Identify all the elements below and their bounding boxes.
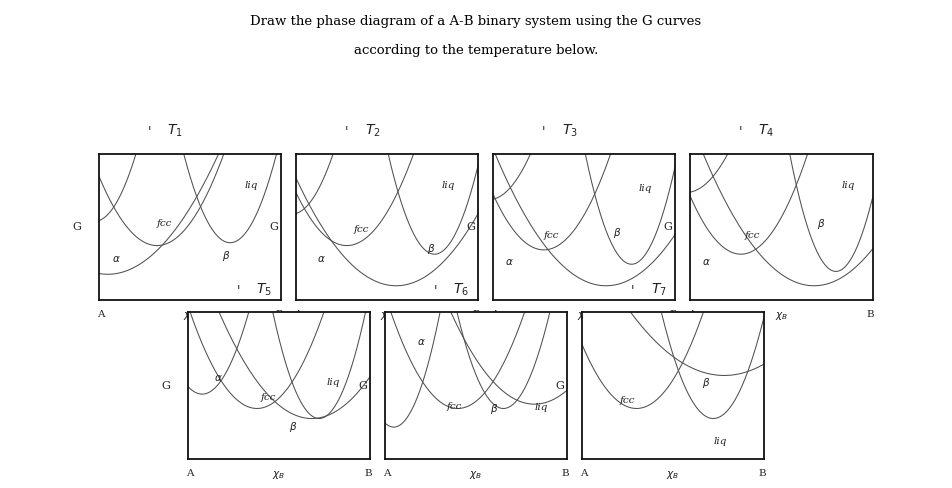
Text: B: B — [759, 469, 766, 478]
Text: $T_{6}$: $T_{6}$ — [453, 281, 469, 298]
Text: $\beta$: $\beta$ — [223, 249, 230, 263]
Text: liq: liq — [245, 182, 258, 190]
Text: $\chi_B$: $\chi_B$ — [775, 310, 787, 323]
Text: $\alpha$: $\alpha$ — [505, 257, 513, 267]
Text: liq: liq — [713, 437, 726, 446]
Text: $\chi_B$: $\chi_B$ — [578, 310, 590, 323]
Text: $\alpha$: $\alpha$ — [214, 373, 223, 383]
Text: ': ' — [739, 126, 743, 139]
Text: ': ' — [542, 126, 545, 139]
Text: G: G — [664, 222, 672, 232]
Text: $\beta$: $\beta$ — [613, 226, 621, 240]
Text: B: B — [669, 310, 677, 319]
Text: liq: liq — [639, 184, 652, 193]
Text: G: G — [269, 222, 278, 232]
Text: B: B — [472, 310, 480, 319]
Text: ': ' — [345, 126, 348, 139]
Text: ': ' — [631, 285, 635, 298]
Text: fcc: fcc — [744, 231, 760, 240]
Text: $\beta$: $\beta$ — [702, 376, 710, 389]
Text: B: B — [365, 469, 372, 478]
Text: A: A — [491, 310, 498, 319]
Text: liq: liq — [327, 378, 340, 387]
Text: A: A — [688, 310, 695, 319]
Text: $\beta$: $\beta$ — [490, 402, 499, 416]
Text: $\chi_B$: $\chi_B$ — [272, 469, 286, 481]
Text: $\alpha$: $\alpha$ — [112, 254, 121, 264]
Text: G: G — [555, 381, 565, 390]
Text: $\alpha$: $\alpha$ — [702, 257, 710, 267]
Text: $T_{4}$: $T_{4}$ — [759, 122, 775, 139]
Text: $\beta$: $\beta$ — [426, 242, 435, 256]
Text: liq: liq — [442, 182, 455, 190]
Text: $T_{5}$: $T_{5}$ — [256, 281, 272, 298]
Text: fcc: fcc — [260, 393, 276, 402]
Text: B: B — [275, 310, 283, 319]
Text: according to the temperature below.: according to the temperature below. — [354, 44, 598, 57]
Text: $T_{7}$: $T_{7}$ — [650, 281, 666, 298]
Text: fcc: fcc — [354, 225, 369, 234]
Text: A: A — [186, 469, 193, 478]
Text: fcc: fcc — [157, 220, 172, 228]
Text: fcc: fcc — [446, 402, 462, 410]
Text: $\beta$: $\beta$ — [289, 420, 298, 433]
Text: $\chi_B$: $\chi_B$ — [381, 310, 393, 323]
Text: A: A — [580, 469, 587, 478]
Text: $\chi_B$: $\chi_B$ — [469, 469, 483, 481]
Text: liq: liq — [842, 182, 855, 190]
Text: $\chi_B$: $\chi_B$ — [184, 310, 196, 323]
Text: fcc: fcc — [544, 231, 559, 240]
Text: $\chi_B$: $\chi_B$ — [666, 469, 680, 481]
Text: $\alpha$: $\alpha$ — [417, 337, 426, 346]
Text: $T_{3}$: $T_{3}$ — [562, 122, 577, 139]
Text: liq: liq — [534, 403, 547, 412]
Text: B: B — [866, 310, 874, 319]
Text: ': ' — [148, 126, 151, 139]
Text: $\beta$: $\beta$ — [817, 217, 825, 231]
Text: fcc: fcc — [620, 396, 635, 405]
Text: $T_{2}$: $T_{2}$ — [365, 122, 380, 139]
Text: A: A — [97, 310, 104, 319]
Text: G: G — [358, 381, 367, 390]
Text: ': ' — [434, 285, 438, 298]
Text: G: G — [466, 222, 475, 232]
Text: G: G — [161, 381, 170, 390]
Text: B: B — [562, 469, 569, 478]
Text: Draw the phase diagram of a A-B binary system using the G curves: Draw the phase diagram of a A-B binary s… — [250, 15, 702, 28]
Text: A: A — [383, 469, 390, 478]
Text: ': ' — [237, 285, 241, 298]
Text: $\alpha$: $\alpha$ — [317, 254, 326, 264]
Text: G: G — [72, 222, 81, 232]
Text: A: A — [294, 310, 301, 319]
Text: $T_{1}$: $T_{1}$ — [168, 122, 183, 139]
